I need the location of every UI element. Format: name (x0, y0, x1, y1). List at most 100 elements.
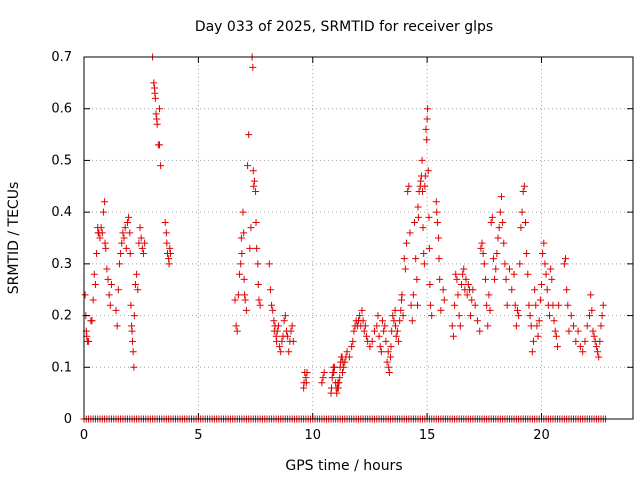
data-point (114, 286, 122, 294)
data-point (278, 337, 286, 345)
x-tick-label: 20 (533, 428, 550, 443)
data-point (356, 312, 364, 320)
data-point (451, 301, 459, 309)
data-point (383, 358, 391, 366)
data-point (350, 327, 358, 335)
data-point (562, 255, 570, 263)
data-point (538, 281, 545, 289)
data-point (266, 286, 274, 294)
data-point (138, 244, 146, 252)
data-point (104, 275, 112, 283)
x-tick-label: 0 (80, 428, 88, 443)
data-point (157, 162, 165, 170)
data-point (318, 379, 326, 387)
data-point (440, 296, 448, 304)
data-point (163, 239, 171, 247)
data-point (265, 260, 273, 268)
plot-frame (83, 56, 634, 420)
data-point (102, 244, 110, 252)
data-point (596, 337, 604, 345)
data-point (414, 213, 422, 221)
data-point (81, 291, 89, 299)
data-point (483, 301, 491, 309)
data-point (471, 301, 479, 309)
data-point (587, 291, 595, 299)
data-point (565, 327, 573, 335)
data-point (420, 260, 428, 268)
data-point (542, 270, 550, 278)
data-point (88, 317, 96, 325)
data-point (526, 312, 534, 320)
data-point (439, 286, 447, 294)
data-point (276, 343, 284, 351)
data-point (598, 312, 606, 320)
data-point (403, 239, 411, 247)
data-point (236, 270, 244, 278)
data-point (408, 317, 416, 325)
data-point (393, 327, 401, 335)
data-point (380, 327, 388, 335)
data-point (486, 306, 494, 314)
data-point (497, 193, 505, 201)
y-tick-label: 0.1 (51, 360, 72, 375)
data-point (401, 265, 409, 273)
data-point (237, 234, 245, 242)
data-point (91, 281, 99, 289)
data-point (523, 250, 531, 258)
data-point (97, 224, 105, 232)
data-point (133, 270, 141, 278)
data-point (586, 312, 594, 320)
data-point (541, 260, 549, 268)
data-point (417, 177, 425, 185)
data-point (588, 306, 596, 314)
data-point (396, 317, 404, 325)
data-point (525, 301, 533, 309)
data-point (129, 348, 137, 356)
data-point (90, 270, 98, 278)
data-point (96, 234, 104, 242)
data-point (539, 250, 547, 258)
data-point (425, 244, 433, 252)
data-point (239, 208, 247, 216)
data-point (273, 327, 281, 335)
data-point (384, 348, 392, 356)
data-point (529, 337, 537, 345)
data-point (93, 250, 101, 258)
data-point (543, 286, 551, 294)
data-point (240, 229, 248, 237)
data-point (437, 306, 445, 314)
data-point (409, 291, 417, 299)
data-point (540, 239, 548, 247)
y-tick-label: 0.6 (51, 102, 72, 117)
data-point (241, 296, 249, 304)
data-point (589, 327, 597, 335)
y-axis-label: SRMTID / TECUs (6, 182, 22, 295)
data-point (122, 244, 130, 252)
data-point (448, 322, 456, 330)
data-point (118, 239, 126, 247)
data-point (128, 327, 136, 335)
data-point (319, 374, 327, 382)
data-point (240, 275, 248, 283)
data-point (427, 301, 435, 309)
data-point (487, 218, 495, 226)
data-point (343, 348, 351, 356)
data-point (411, 218, 419, 226)
data-point (476, 327, 484, 335)
data-point (495, 224, 503, 232)
data-point (422, 125, 430, 133)
data-point (502, 275, 510, 283)
data-point (570, 322, 578, 330)
data-point (432, 198, 440, 206)
data-point (366, 343, 374, 351)
data-point (348, 343, 356, 351)
data-point (552, 332, 560, 340)
data-point (126, 229, 134, 237)
data-point (463, 291, 471, 299)
data-point (360, 327, 368, 335)
data-point (517, 224, 525, 232)
data-point (496, 208, 504, 216)
data-point (420, 250, 428, 258)
data-point (574, 327, 582, 335)
data-point (595, 353, 603, 361)
